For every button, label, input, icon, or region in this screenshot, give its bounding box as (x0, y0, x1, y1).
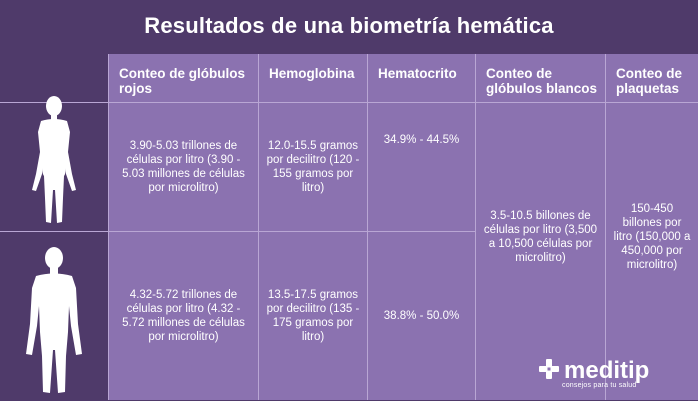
header-hematocrit: Hematocrito (368, 54, 475, 102)
results-table: Conteo de glóbulos rojos Hemoglobina Hem… (0, 54, 698, 400)
header-platelets: Conteo de plaquetas (606, 54, 698, 102)
divider (605, 54, 606, 400)
divider (258, 54, 259, 400)
header-wbc: Conteo de glóbulos blancos (476, 54, 605, 102)
divider (475, 54, 476, 400)
medical-cross-icon (538, 358, 560, 385)
male-silhouette-icon (24, 246, 84, 396)
logo-wordmark: meditip (564, 357, 650, 384)
header-hemoglobin: Hemoglobina (259, 54, 367, 102)
row2-hematocrit: 38.8% - 50.0% (368, 232, 475, 400)
platelets-value: 150-450 billones por litro (150,000 a 45… (606, 103, 698, 400)
row1-hematocrit: 34.9% - 44.5% (368, 103, 475, 231)
wbc-value: 3.5-10.5 billones de células por litro (… (476, 103, 605, 400)
meditip-logo: meditip consejos para tu salud (538, 356, 688, 389)
logo-tagline: consejos para tu salud (562, 382, 637, 389)
divider (0, 102, 698, 103)
row2-hemoglobin: 13.5-17.5 gramos por decilitro (135 - 17… (259, 232, 367, 400)
row1-hemoglobin: 12.0-15.5 gramos por decilitro (120 - 15… (259, 103, 367, 231)
row1-rbc: 3.90-5.03 trillones de células por litro… (109, 103, 258, 231)
row2-rbc: 4.32-5.72 trillones de células por litro… (109, 232, 258, 400)
divider (367, 54, 368, 400)
header-rbc: Conteo de glóbulos rojos (109, 54, 258, 102)
divider (108, 54, 109, 400)
page-title: Resultados de una biometría hemática (144, 13, 554, 38)
divider (0, 231, 475, 232)
female-silhouette-icon (26, 94, 82, 226)
